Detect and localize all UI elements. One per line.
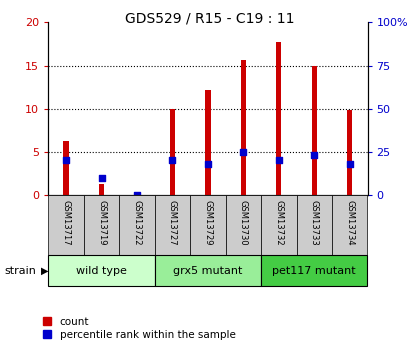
Text: GSM13727: GSM13727 bbox=[168, 200, 177, 245]
Bar bbox=[205, 90, 210, 195]
Point bbox=[63, 158, 69, 163]
Text: GSM13730: GSM13730 bbox=[239, 200, 248, 245]
Bar bbox=[155, 255, 261, 286]
Bar bbox=[261, 255, 368, 286]
Legend: count, percentile rank within the sample: count, percentile rank within the sample bbox=[43, 317, 236, 340]
Bar bbox=[155, 195, 190, 255]
Point bbox=[240, 149, 247, 155]
Text: strain: strain bbox=[4, 266, 36, 276]
Text: grx5 mutant: grx5 mutant bbox=[173, 266, 243, 276]
Point bbox=[169, 158, 176, 163]
Bar bbox=[312, 66, 317, 195]
Point bbox=[205, 161, 211, 167]
Bar bbox=[226, 195, 261, 255]
Bar bbox=[48, 255, 155, 286]
Text: GSM13719: GSM13719 bbox=[97, 200, 106, 245]
Bar bbox=[63, 141, 69, 195]
Point bbox=[98, 175, 105, 180]
Text: wild type: wild type bbox=[76, 266, 127, 276]
Text: ▶: ▶ bbox=[41, 266, 48, 276]
Bar bbox=[261, 195, 297, 255]
Bar bbox=[99, 184, 104, 195]
Bar bbox=[332, 195, 368, 255]
Text: GSM13732: GSM13732 bbox=[274, 200, 284, 245]
Bar bbox=[276, 42, 281, 195]
Point bbox=[276, 158, 282, 163]
Text: pet117 mutant: pet117 mutant bbox=[273, 266, 356, 276]
Text: GDS529 / R15 - C19 : 11: GDS529 / R15 - C19 : 11 bbox=[125, 11, 295, 25]
Text: GSM13722: GSM13722 bbox=[132, 200, 142, 245]
Bar bbox=[190, 195, 226, 255]
Bar bbox=[84, 195, 119, 255]
Bar bbox=[48, 195, 84, 255]
Point bbox=[311, 152, 318, 158]
Text: GSM13717: GSM13717 bbox=[62, 200, 71, 245]
Point bbox=[134, 192, 140, 198]
Bar bbox=[170, 109, 175, 195]
Text: GSM13729: GSM13729 bbox=[203, 200, 213, 245]
Text: GSM13733: GSM13733 bbox=[310, 200, 319, 246]
Point bbox=[346, 161, 353, 167]
Bar bbox=[119, 195, 155, 255]
Bar bbox=[241, 59, 246, 195]
Bar bbox=[297, 195, 332, 255]
Text: GSM13734: GSM13734 bbox=[345, 200, 354, 245]
Bar bbox=[347, 110, 352, 195]
